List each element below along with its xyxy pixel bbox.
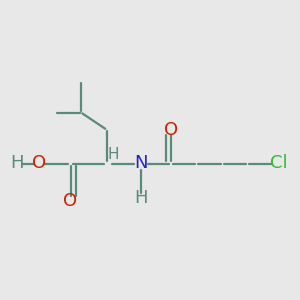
Text: Cl: Cl [270, 154, 288, 172]
Text: H: H [10, 154, 23, 172]
Text: H: H [134, 189, 148, 207]
Text: H: H [107, 147, 119, 162]
Text: O: O [164, 121, 178, 139]
Text: N: N [134, 154, 148, 172]
Text: O: O [63, 192, 78, 210]
Text: O: O [32, 154, 46, 172]
